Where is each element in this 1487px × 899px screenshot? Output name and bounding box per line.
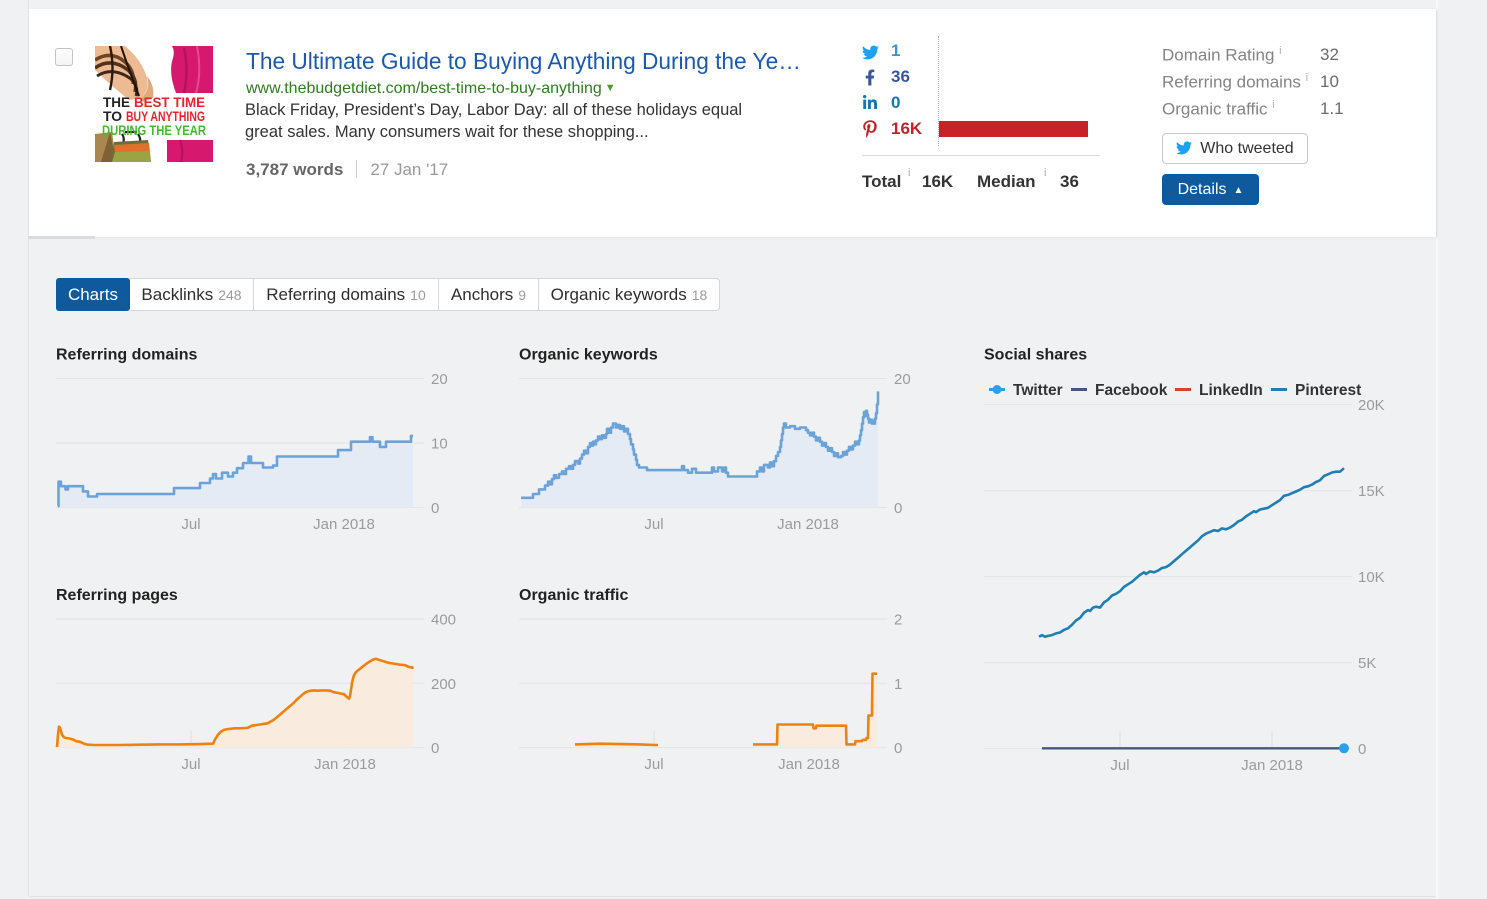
- svg-text:20: 20: [431, 371, 448, 388]
- svg-text:400: 400: [431, 612, 456, 629]
- svg-text:Organic traffic: Organic traffic: [519, 587, 628, 604]
- svg-text:Jul: Jul: [181, 756, 200, 773]
- svg-text:Jan 2018: Jan 2018: [777, 516, 839, 533]
- svg-text:Organic keywords: Organic keywords: [519, 347, 658, 364]
- svg-text:Social shares: Social shares: [984, 347, 1087, 364]
- svg-text:Referring pages: Referring pages: [56, 587, 178, 604]
- svg-text:Jan 2018: Jan 2018: [1241, 757, 1303, 774]
- svg-text:20: 20: [894, 371, 911, 388]
- svg-text:200: 200: [431, 676, 456, 693]
- svg-text:LinkedIn: LinkedIn: [1199, 382, 1263, 399]
- svg-text:Jul: Jul: [644, 756, 663, 773]
- svg-text:THE: THE: [103, 95, 130, 110]
- svg-text:Referring domains: Referring domains: [56, 347, 197, 364]
- svg-text:Twitter: Twitter: [1013, 382, 1063, 399]
- svg-text:Jul: Jul: [181, 516, 200, 533]
- svg-text:Facebook: Facebook: [1095, 382, 1168, 399]
- svg-text:Jan 2018: Jan 2018: [313, 516, 375, 533]
- svg-text:Jan 2018: Jan 2018: [778, 756, 840, 773]
- svg-text:5K: 5K: [1358, 655, 1376, 672]
- svg-text:Jan 2018: Jan 2018: [314, 756, 376, 773]
- svg-text:15K: 15K: [1358, 483, 1385, 500]
- svg-text:0: 0: [894, 740, 902, 757]
- svg-text:Pinterest: Pinterest: [1295, 382, 1361, 399]
- svg-text:20K: 20K: [1358, 397, 1385, 414]
- svg-text:1: 1: [894, 676, 902, 693]
- svg-text:Jul: Jul: [644, 516, 663, 533]
- svg-text:10: 10: [431, 436, 448, 453]
- svg-text:BEST TIME: BEST TIME: [134, 95, 205, 110]
- svg-text:DURING THE YEAR: DURING THE YEAR: [102, 123, 206, 138]
- svg-text:BUY ANYTHING: BUY ANYTHING: [126, 109, 205, 124]
- svg-text:2: 2: [894, 612, 902, 629]
- svg-text:0: 0: [1358, 741, 1366, 758]
- svg-text:10K: 10K: [1358, 569, 1385, 586]
- svg-text:0: 0: [431, 500, 439, 517]
- svg-text:TO: TO: [103, 109, 122, 124]
- svg-text:0: 0: [431, 740, 439, 757]
- svg-text:Jul: Jul: [1110, 757, 1129, 774]
- svg-text:0: 0: [894, 500, 902, 517]
